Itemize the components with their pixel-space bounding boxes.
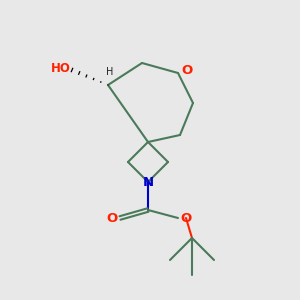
Text: O: O bbox=[106, 212, 118, 224]
Text: O: O bbox=[182, 64, 193, 76]
Text: HO: HO bbox=[51, 62, 71, 76]
Text: O: O bbox=[180, 212, 192, 224]
Text: H: H bbox=[106, 67, 114, 77]
Text: N: N bbox=[142, 176, 154, 188]
